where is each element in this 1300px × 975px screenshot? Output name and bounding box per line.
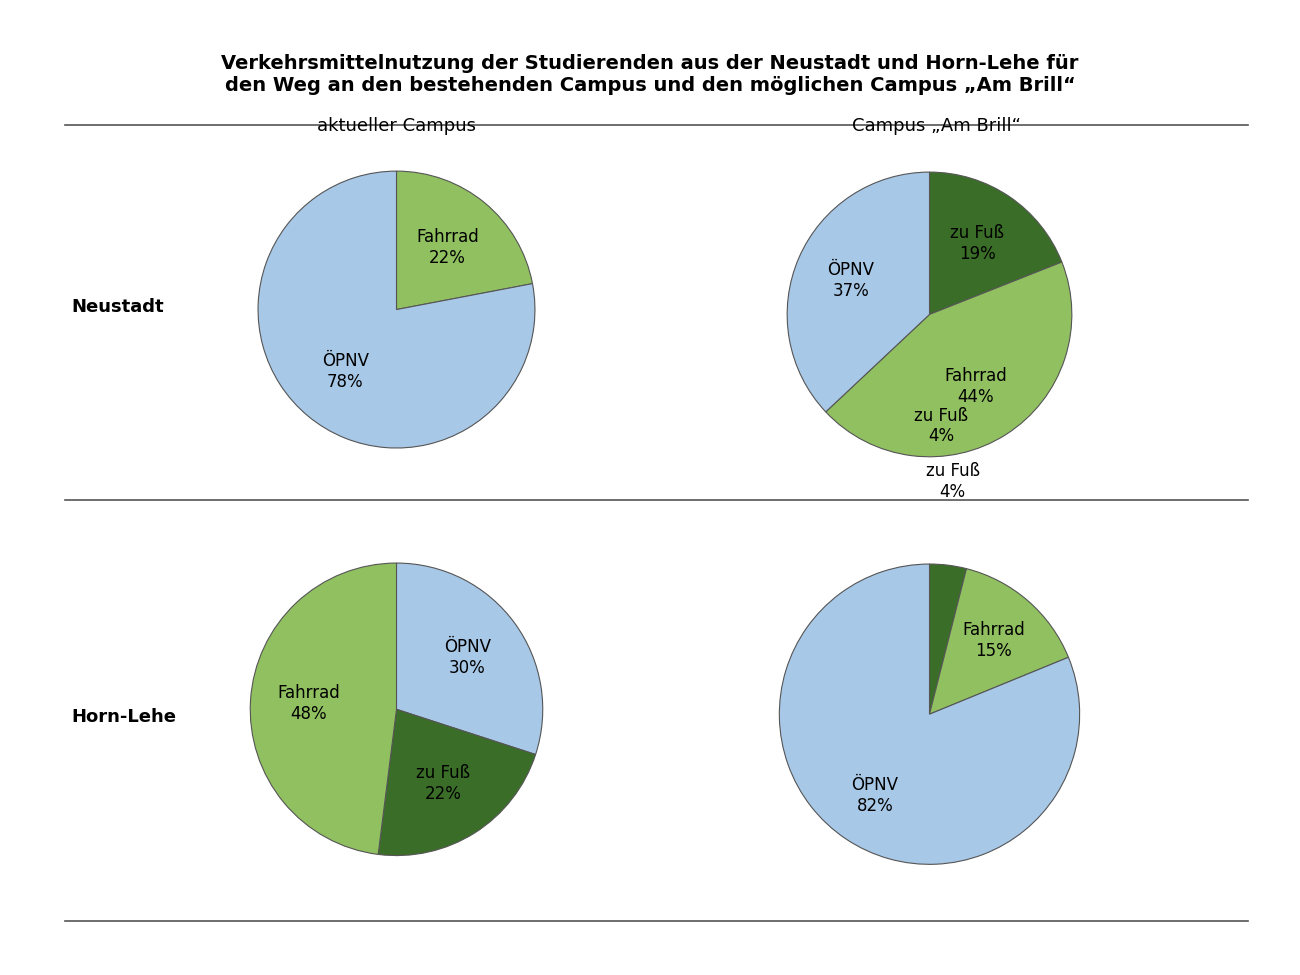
Text: Fahrrad
15%: Fahrrad 15% [962,621,1024,660]
Wedge shape [378,710,536,855]
Text: zu Fuß
4%: zu Fuß 4% [926,462,980,501]
Text: ÖPNV
30%: ÖPNV 30% [445,639,491,677]
Wedge shape [930,564,966,714]
Text: Horn-Lehe: Horn-Lehe [72,708,177,725]
Wedge shape [396,564,542,755]
Text: Fahrrad
22%: Fahrrad 22% [416,228,480,267]
Wedge shape [251,564,396,854]
Text: zu Fuß
4%: zu Fuß 4% [914,407,968,446]
Wedge shape [930,568,1069,714]
Text: aktueller Campus: aktueller Campus [317,117,476,135]
Text: Campus „Am Brill“: Campus „Am Brill“ [852,117,1020,135]
Wedge shape [779,564,1079,864]
Text: zu Fuß
19%: zu Fuß 19% [950,224,1005,263]
Wedge shape [826,262,1071,456]
Wedge shape [259,172,534,448]
Text: zu Fuß
22%: zu Fuß 22% [416,764,471,802]
Text: Fahrrad
44%: Fahrrad 44% [944,368,1006,406]
Wedge shape [788,172,930,411]
Text: ÖPNV
82%: ÖPNV 82% [852,776,898,815]
Text: Verkehrsmittelnutzung der Studierenden aus der Neustadt und Horn-Lehe für
den We: Verkehrsmittelnutzung der Studierenden a… [221,54,1079,95]
Wedge shape [396,172,533,310]
Text: ÖPNV
37%: ÖPNV 37% [828,261,875,300]
Text: ÖPNV
78%: ÖPNV 78% [322,352,369,391]
Text: Fahrrad
48%: Fahrrad 48% [277,684,341,723]
Text: Neustadt: Neustadt [72,298,164,316]
Wedge shape [930,172,1062,314]
